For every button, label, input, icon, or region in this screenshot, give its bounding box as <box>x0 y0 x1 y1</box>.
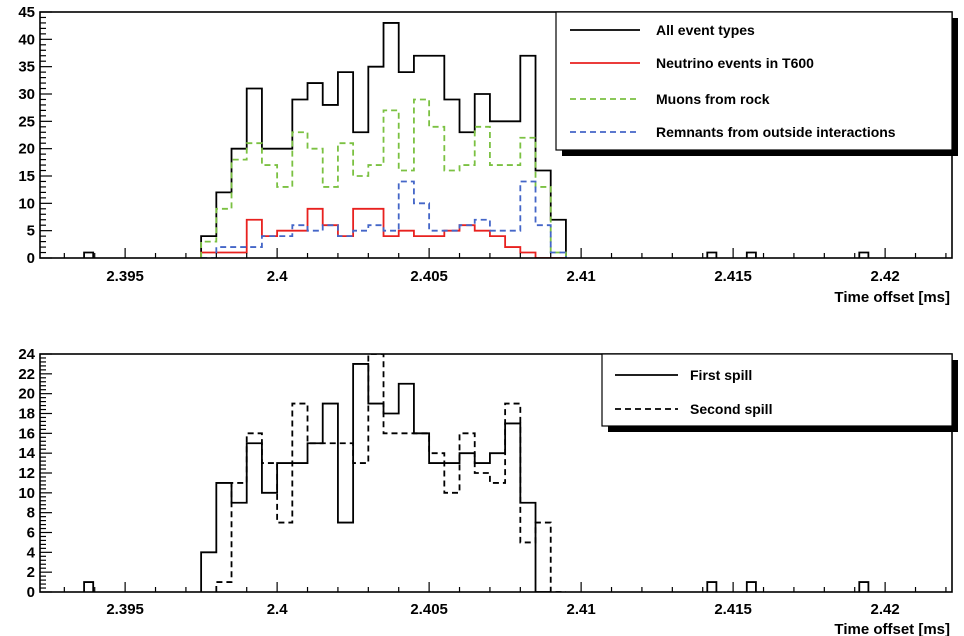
isolated-event <box>83 581 95 592</box>
x-tick-label: 2.405 <box>410 268 448 285</box>
top-panel: 2.395 2.4 2.405 2.41 2.415 2.42 0 5 10 15 20 25 30 35… <box>18 4 958 306</box>
legend: All event types Neutrino events in T600 Mu… <box>555 11 958 156</box>
y-tick-label: 2 <box>27 564 35 581</box>
y-tick-label: 14 <box>18 445 35 462</box>
y-tick-label: 18 <box>18 406 35 423</box>
x-tick-label: 2.4 <box>267 601 289 618</box>
series-group <box>83 354 870 592</box>
y-tick-label: 45 <box>18 4 35 21</box>
legend-label: All event types <box>656 22 755 38</box>
legend-label: Muons from rock <box>656 91 770 107</box>
series-line-4 <box>201 180 567 258</box>
isolated-event <box>858 581 870 592</box>
y-tick-label: 6 <box>27 525 35 542</box>
y-tick-label: 0 <box>27 584 35 601</box>
y-tick-label: 22 <box>18 366 35 383</box>
x-tick-label: 2.405 <box>410 601 448 618</box>
x-tick-label: 2.42 <box>871 601 900 618</box>
x-axis-title: Time offset [ms] <box>834 621 950 636</box>
x-tick-label: 2.42 <box>871 268 900 285</box>
y-tick-label: 20 <box>18 386 35 403</box>
bottom-panel: 2.395 2.4 2.405 2.41 2.415 2.4202468101214161… <box>18 346 958 636</box>
y-tick-label: 40 <box>18 31 35 48</box>
legend-label: Second spill <box>690 401 772 417</box>
y-tick-label: 24 <box>18 346 35 363</box>
y-tick-label: 35 <box>18 59 35 76</box>
y-tick-label: 30 <box>18 86 35 103</box>
legend-label: Remnants from outside interactions <box>656 124 896 140</box>
series-line-2 <box>200 207 566 258</box>
x-tick-label: 2.4 <box>267 268 289 285</box>
y-tick-label: 4 <box>27 544 36 561</box>
series-line-1 <box>200 22 567 258</box>
x-tick-label: 2.415 <box>714 268 752 285</box>
x-tick-label: 2.41 <box>567 268 596 285</box>
y-tick-label: 8 <box>27 505 35 522</box>
series-line-2 <box>215 354 566 592</box>
y-tick-label: 25 <box>18 113 35 130</box>
series-group <box>83 22 870 258</box>
legend: First spill Second spill <box>601 353 958 432</box>
legend-label: Neutrino events in T600 <box>656 55 814 71</box>
y-tick-label: 16 <box>18 425 35 442</box>
isolated-event <box>858 251 870 258</box>
y-tick-label: 10 <box>18 485 35 502</box>
x-tick-label: 2.41 <box>567 601 596 618</box>
y-tick-label: 15 <box>18 168 35 185</box>
isolated-event <box>745 251 757 258</box>
isolated-event <box>706 581 718 592</box>
legend-box <box>555 11 953 151</box>
x-axis-title: Time offset [ms] <box>834 289 950 306</box>
x-tick-label: 2.395 <box>106 601 144 618</box>
y-tick-label: 12 <box>18 465 35 482</box>
series-line-1 <box>200 363 551 592</box>
isolated-event <box>83 251 95 258</box>
legend-box <box>601 353 953 427</box>
y-tick-label: 0 <box>27 250 35 267</box>
isolated-event <box>706 251 718 258</box>
y-tick-label: 20 <box>18 141 35 158</box>
x-tick-label: 2.415 <box>714 601 752 618</box>
series-line-3 <box>200 98 567 258</box>
y-tick-label: 10 <box>18 195 35 212</box>
y-tick-label: 5 <box>27 223 35 240</box>
x-tick-label: 2.395 <box>106 268 144 285</box>
isolated-event <box>745 581 757 592</box>
legend-label: First spill <box>690 367 752 383</box>
